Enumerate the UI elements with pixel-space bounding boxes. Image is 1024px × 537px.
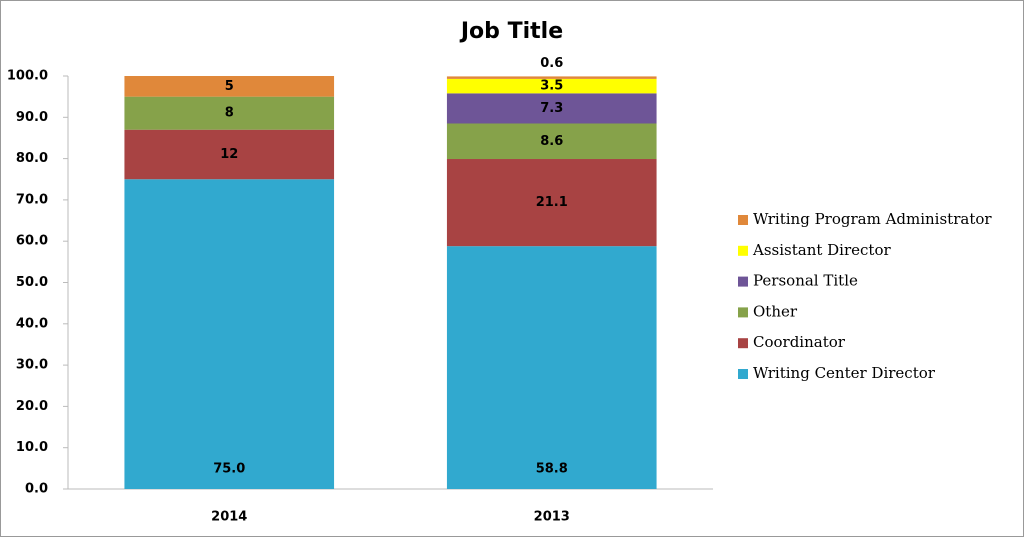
legend-label: Personal Title bbox=[753, 272, 858, 290]
data-label: 3.5 bbox=[540, 79, 563, 94]
legend-swatch bbox=[738, 307, 748, 318]
y-tick-label: 10.0 bbox=[16, 440, 48, 455]
data-label: 0.6 bbox=[540, 56, 563, 71]
data-label: 12 bbox=[220, 147, 238, 162]
data-label: 8 bbox=[225, 106, 234, 121]
data-label: 7.3 bbox=[540, 101, 563, 116]
bar-segment bbox=[124, 179, 335, 489]
y-tick-label: 70.0 bbox=[16, 192, 48, 207]
bar-segment bbox=[446, 76, 657, 79]
data-label: 58.8 bbox=[536, 462, 568, 477]
x-tick-label: 2013 bbox=[534, 510, 570, 525]
y-tick-label: 50.0 bbox=[16, 275, 48, 290]
legend-swatch bbox=[738, 215, 748, 225]
legend-label: Assistant Director bbox=[752, 241, 891, 259]
y-tick-label: 60.0 bbox=[16, 234, 48, 249]
data-label: 75.0 bbox=[213, 462, 245, 477]
legend-label: Writing Center Director bbox=[753, 364, 936, 382]
data-label: 8.6 bbox=[540, 134, 563, 149]
bar-segment bbox=[446, 246, 657, 489]
legend-label: Other bbox=[753, 302, 798, 320]
bar-segment bbox=[446, 159, 657, 247]
bar-segment bbox=[124, 96, 335, 130]
legend-swatch bbox=[738, 338, 748, 349]
legend-swatch bbox=[738, 276, 748, 287]
y-tick-label: 100.0 bbox=[7, 69, 48, 84]
data-label: 21.1 bbox=[536, 195, 568, 210]
legend-label: Writing Program Administrator bbox=[753, 210, 992, 228]
y-tick-label: 20.0 bbox=[16, 399, 48, 414]
legend-swatch bbox=[738, 245, 748, 256]
bar-segment bbox=[124, 76, 335, 97]
y-tick-label: 90.0 bbox=[16, 110, 48, 125]
legend-swatch bbox=[738, 369, 748, 379]
y-tick-label: 40.0 bbox=[16, 316, 48, 331]
y-tick-label: 0.0 bbox=[25, 482, 48, 497]
data-label: 5 bbox=[225, 79, 234, 94]
bar-segment bbox=[446, 123, 657, 160]
bar-segment bbox=[446, 93, 657, 124]
chart-title: Job Title bbox=[459, 19, 563, 44]
y-tick-label: 80.0 bbox=[16, 151, 48, 166]
legend-label: Coordinator bbox=[753, 333, 846, 351]
bar-segment bbox=[446, 78, 657, 94]
x-tick-label: 2014 bbox=[211, 510, 247, 525]
bar-segment bbox=[124, 129, 335, 180]
y-tick-label: 30.0 bbox=[16, 358, 48, 373]
